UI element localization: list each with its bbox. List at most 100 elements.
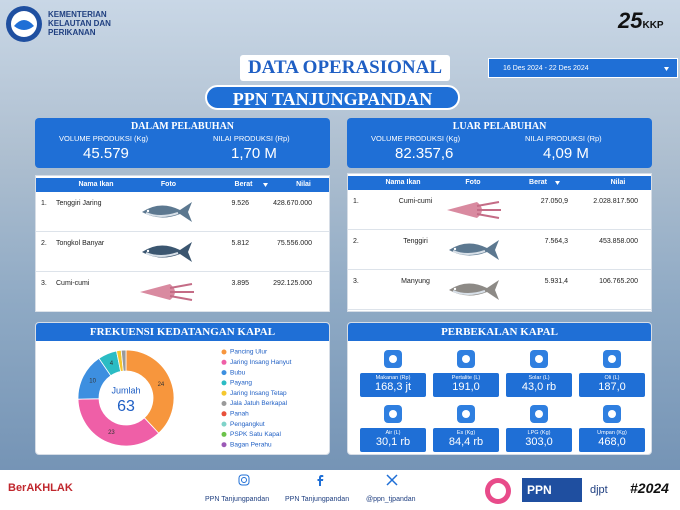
- row-number: 3.: [353, 278, 359, 285]
- icon-detail: [608, 410, 616, 418]
- org-line: PERIKANAN: [48, 28, 96, 37]
- ppn-logo: PPN: [522, 478, 582, 502]
- supply-label: Air (L): [385, 430, 401, 436]
- donut-chart: 24 23 10 4 Jumlah 63 Pancing Ulur Jaring Insang…: [77, 349, 292, 448]
- sort-arrow-shape: [263, 183, 268, 187]
- panel-title: FREKUENSI KEDATANGAN KAPAL: [36, 323, 329, 341]
- donut-slice: [120, 349, 127, 372]
- facebook-icon: [317, 475, 324, 486]
- legend-swatch: [221, 411, 227, 417]
- fish-photo: [142, 242, 192, 262]
- legend-label: Jaring Insang Hanyut: [230, 359, 292, 366]
- supply-label: Umpan (Kg): [597, 430, 627, 436]
- supply-label: LPG (Kg): [527, 430, 551, 436]
- row-number: 1.: [353, 198, 359, 205]
- supply-box: LPG (Kg) 303,0: [506, 428, 572, 452]
- legend-label: Bagan Perahu: [230, 441, 272, 448]
- partner-logo: [485, 478, 511, 504]
- fish-table: Nama Ikan Foto Berat Nilai 1. Tenggiri Jaring…: [35, 175, 330, 312]
- org-line: KELAUTAN DAN: [48, 19, 111, 28]
- date-picker[interactable]: 16 Des 2024 - 22 Des 2024: [488, 58, 678, 78]
- supply-icon: [384, 405, 402, 423]
- panel-title: PERBEKALAN KAPAL: [348, 323, 651, 341]
- weight: 3.895: [231, 280, 249, 287]
- production-value: 1,70 M: [231, 145, 277, 162]
- legend-swatch: [221, 442, 227, 448]
- supply-icon: [603, 350, 621, 368]
- weight: 5.931,4: [544, 278, 568, 285]
- row-number: 2.: [353, 238, 359, 245]
- fish-photo: [447, 201, 501, 219]
- x-handle[interactable]: @ppn_tjpandan: [366, 496, 416, 503]
- instagram-handle[interactable]: PPN Tanjungpandan: [205, 496, 270, 503]
- fish-belly: [145, 252, 179, 257]
- slice-label: 23: [108, 430, 115, 436]
- sort-arrow[interactable]: [555, 181, 560, 185]
- fish-eye: [453, 287, 457, 291]
- supply-box: Solar (L) 43,0 rb: [506, 373, 572, 397]
- fish-name: Tenggiri: [403, 238, 428, 245]
- supply-icon: [603, 405, 621, 423]
- column-header: Nilai: [610, 179, 626, 186]
- supply-icon: [384, 350, 402, 368]
- summary-card: LUAR PELABUHAN VOLUME PRODUKSI (Kg) NILAI …: [347, 118, 652, 168]
- weight: 5.812: [231, 240, 249, 247]
- squid-body: [447, 202, 482, 218]
- card-title: DALAM PELABUHAN: [130, 121, 235, 132]
- legend-label: Payang: [230, 380, 252, 387]
- facebook-handle[interactable]: PPN Tanjungpandan: [285, 496, 350, 503]
- table-row: 1. Tenggiri Jaring 9.526 428.670.000: [36, 192, 329, 232]
- supply-box: Makanan (Rp) 168,3 jt: [360, 373, 426, 397]
- card-title: LUAR PELABUHAN: [452, 121, 547, 132]
- legend-label: PSPK Satu Kapal: [230, 431, 282, 438]
- table-row: 2. Tenggiri 7.564,3 453.858.000: [348, 230, 651, 270]
- donut-slice: [125, 349, 175, 434]
- squid-body: [140, 284, 175, 300]
- column-header: Nama Ikan: [78, 181, 114, 188]
- icon-detail: [462, 410, 470, 418]
- supply-box: Es (Kg) 84,4 rb: [433, 428, 499, 452]
- weight: 9.526: [231, 200, 249, 207]
- value: 292.125.000: [273, 280, 312, 287]
- legend-swatch: [221, 431, 227, 437]
- legend-swatch: [221, 349, 227, 355]
- fish-photo: [140, 283, 194, 301]
- icon-detail: [535, 410, 543, 418]
- column-header: Nama Ikan: [385, 179, 421, 186]
- table-row: 2. Tongkol Banyar 5.812 75.556.000: [36, 232, 329, 272]
- value: 453.858.000: [599, 238, 638, 245]
- legend-swatch: [221, 359, 227, 365]
- supply-value: 187,0: [598, 381, 626, 393]
- value: 75.556.000: [276, 240, 312, 247]
- value-label: NILAI PRODUKSI (Rp): [213, 134, 290, 143]
- fish-name: Cumi-cumi: [398, 198, 433, 205]
- page-title: DATA OPERASIONAL: [240, 55, 450, 81]
- sort-arrow[interactable]: [263, 183, 268, 187]
- kkp-logo: 25KKP: [618, 8, 664, 34]
- column-header: Berat: [234, 181, 253, 188]
- slice-label: 10: [89, 378, 96, 384]
- column-header: Foto: [465, 179, 481, 186]
- icon-detail: [462, 355, 470, 363]
- weight: 7.564,3: [544, 238, 568, 245]
- supply-value: 303,0: [525, 436, 553, 448]
- weight: 27.050,9: [540, 198, 568, 205]
- value: 106.765.200: [599, 278, 638, 285]
- fish-body: [142, 242, 192, 262]
- icon-detail: [389, 355, 397, 363]
- djpt-logo: djpt: [590, 484, 608, 496]
- supply-value: 30,1 rb: [375, 436, 411, 448]
- squid-arms: [169, 283, 194, 301]
- production-value: 4,09 M: [543, 145, 589, 162]
- value: 428.670.000: [273, 200, 312, 207]
- brand: BerAKHLAK: [8, 482, 73, 494]
- supply-label: Es (Kg): [456, 430, 476, 436]
- fish-photo: [449, 280, 499, 300]
- supply-label: Solar (L): [528, 375, 550, 381]
- table-header: Nama Ikan Foto Berat Nilai: [348, 176, 651, 190]
- column-header: Nilai: [296, 181, 311, 188]
- row-number: 1.: [41, 200, 47, 207]
- supply-box: Oli (L) 187,0: [579, 373, 645, 397]
- supply-label: Makanan (Rp): [375, 375, 411, 381]
- donut-slice: [77, 398, 160, 447]
